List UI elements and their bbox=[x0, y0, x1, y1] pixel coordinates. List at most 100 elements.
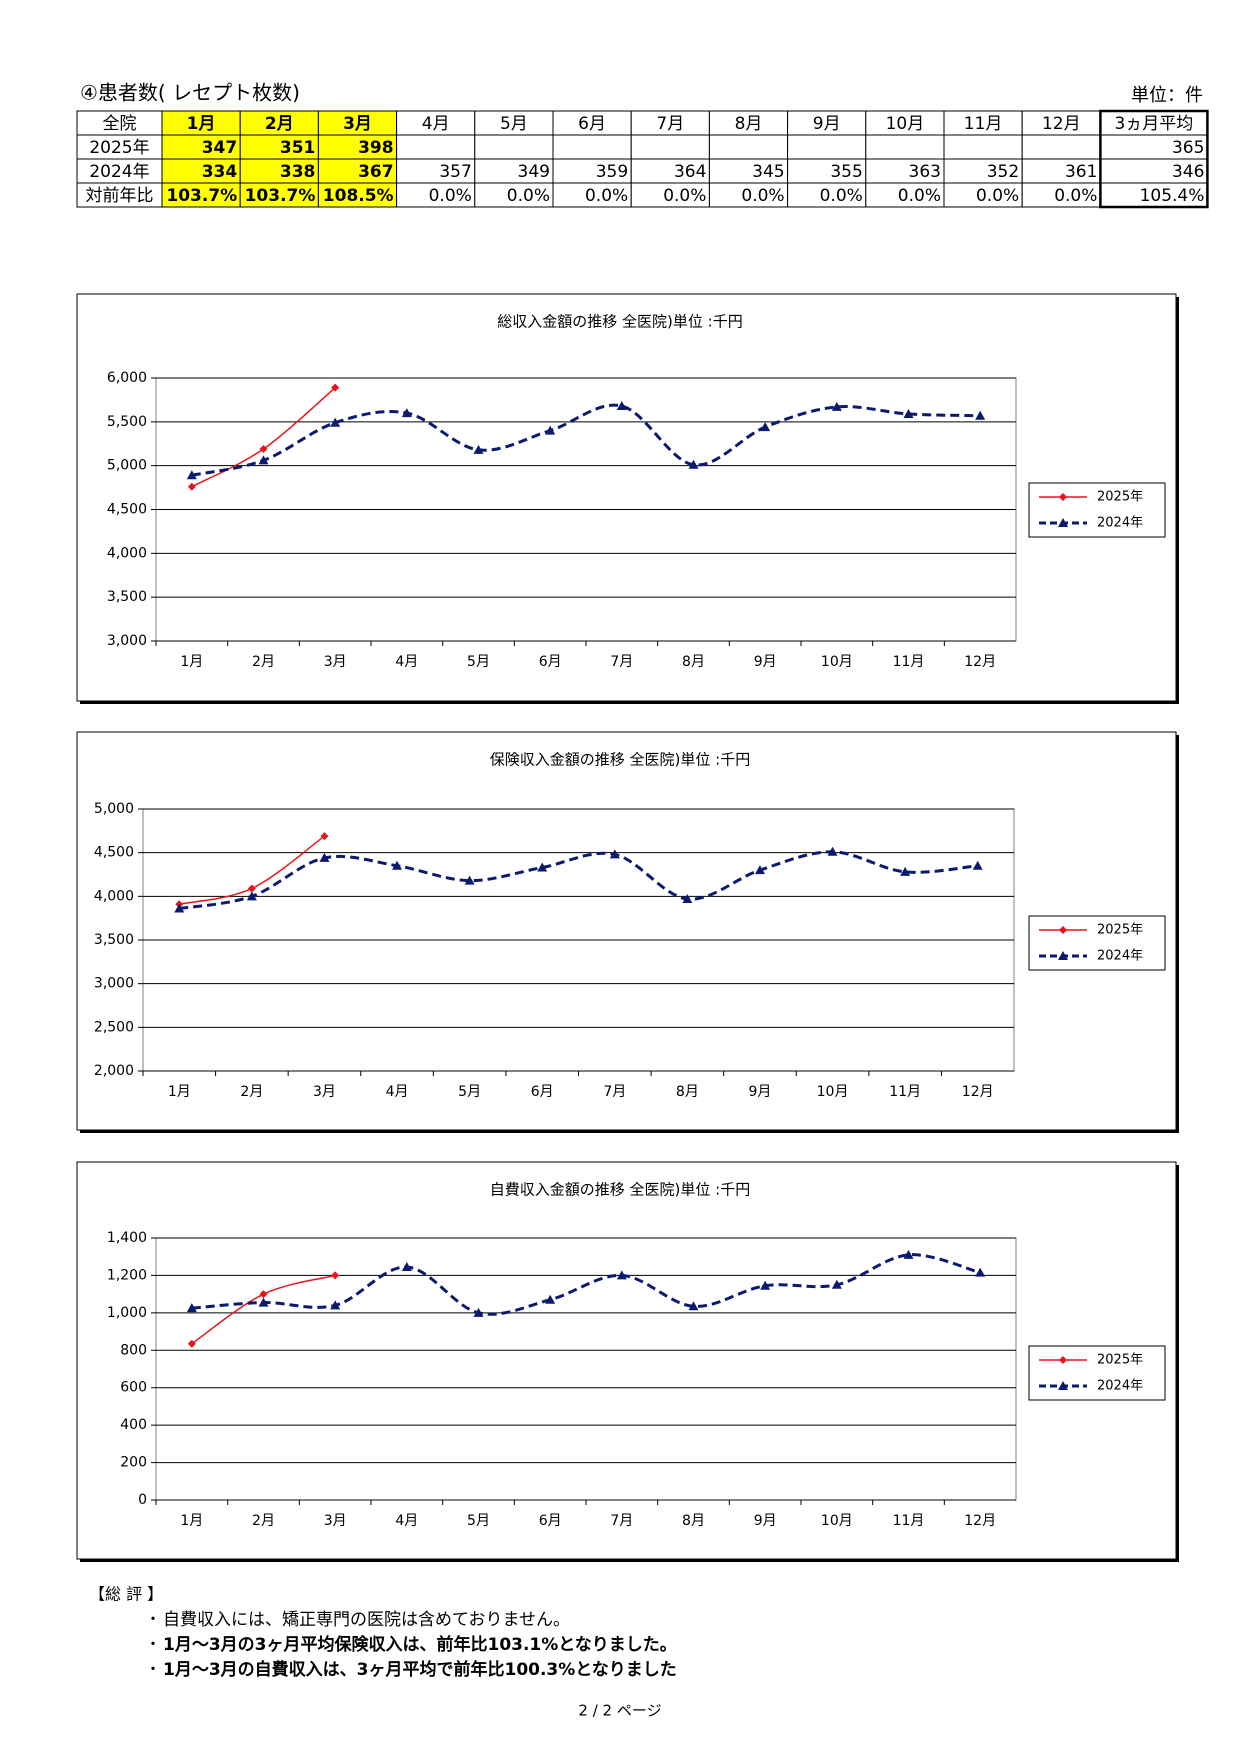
table-cell bbox=[76, 182, 163, 208]
y-tick-label: 5,000 bbox=[94, 801, 134, 817]
x-tick-label: 11月 bbox=[889, 1084, 921, 1100]
x-tick-label: 1月 bbox=[180, 654, 203, 670]
table-cell bbox=[787, 134, 867, 160]
table-value: 346 bbox=[1172, 162, 1204, 182]
marker bbox=[975, 1267, 986, 1277]
table-value: 0.0% bbox=[507, 186, 550, 206]
marker bbox=[258, 455, 269, 465]
marker bbox=[616, 401, 627, 411]
x-tick-label: 11月 bbox=[893, 654, 925, 670]
x-tick-label: 8月 bbox=[682, 654, 705, 670]
column-header: 1月 bbox=[187, 114, 216, 134]
marker bbox=[247, 884, 256, 893]
table-cell bbox=[787, 110, 867, 136]
column-header: 4月 bbox=[422, 114, 450, 134]
table-cell bbox=[239, 182, 319, 208]
x-tick-label: 9月 bbox=[754, 1513, 777, 1529]
x-tick-label: 5月 bbox=[467, 654, 490, 670]
table-cell bbox=[474, 110, 554, 136]
page-number: 2 / 2 ページ bbox=[578, 1702, 661, 1720]
table-cell bbox=[630, 158, 710, 184]
x-tick-label: 1月 bbox=[168, 1084, 191, 1100]
legend-marker bbox=[1059, 493, 1067, 501]
marker bbox=[320, 832, 329, 841]
marker bbox=[187, 482, 196, 491]
x-tick-label: 7月 bbox=[603, 1084, 626, 1100]
x-tick-label: 7月 bbox=[610, 654, 633, 670]
review-item: 1月～3月の自費収入は、3ヶ月平均で前年比100.3%となりました bbox=[163, 1659, 677, 1680]
x-tick-label: 10月 bbox=[821, 1513, 853, 1529]
marker bbox=[760, 1280, 771, 1290]
y-tick-label: 4,000 bbox=[94, 888, 134, 904]
table-cell bbox=[865, 134, 945, 160]
table-value: 103.7% bbox=[166, 186, 237, 206]
marker bbox=[259, 445, 268, 454]
legend-label: 2025年 bbox=[1097, 1353, 1143, 1368]
marker bbox=[616, 1270, 627, 1280]
x-tick-label: 5月 bbox=[467, 1513, 490, 1529]
x-tick-label: 4月 bbox=[395, 1513, 418, 1529]
marker bbox=[186, 470, 197, 480]
y-tick-label: 0 bbox=[138, 1492, 147, 1508]
table-value: 0.0% bbox=[820, 186, 863, 206]
table-value: 361 bbox=[1065, 162, 1097, 182]
x-tick-label: 2月 bbox=[240, 1084, 263, 1100]
plot-area bbox=[155, 1237, 1017, 1501]
table-value: 364 bbox=[674, 162, 706, 182]
x-tick-label: 10月 bbox=[821, 654, 853, 670]
table-cell bbox=[161, 110, 241, 136]
marker bbox=[900, 866, 911, 876]
column-header: 9月 bbox=[813, 114, 841, 134]
y-tick-label: 1,200 bbox=[107, 1267, 147, 1283]
table-value: 105.4% bbox=[1140, 186, 1205, 206]
y-tick-label: 2,000 bbox=[94, 1063, 134, 1079]
average-column-border bbox=[1099, 109, 1209, 209]
marker bbox=[331, 383, 340, 392]
marker bbox=[760, 422, 771, 432]
marker bbox=[754, 865, 765, 875]
table-value: 0.0% bbox=[741, 186, 784, 206]
y-tick-label: 3,500 bbox=[94, 932, 134, 948]
column-header: 全院 bbox=[103, 114, 137, 134]
chart-title: 総収入金額の推移 全医院)単位 :千円 bbox=[497, 313, 742, 331]
bullet: ・ bbox=[145, 1610, 161, 1629]
x-tick-label: 1月 bbox=[180, 1513, 203, 1529]
table-cell bbox=[76, 158, 163, 184]
legend-label: 2024年 bbox=[1097, 1379, 1143, 1394]
marker bbox=[401, 1262, 412, 1272]
x-tick-label: 4月 bbox=[386, 1084, 409, 1100]
y-tick-label: 4,500 bbox=[94, 845, 134, 861]
table-cell bbox=[161, 134, 241, 160]
y-tick-label: 5,000 bbox=[107, 458, 147, 474]
table-cell bbox=[76, 110, 163, 136]
table-value: 398 bbox=[358, 138, 394, 158]
chart-title: 自費収入金額の推移 全医院)単位 :千円 bbox=[490, 1181, 750, 1199]
table-cell bbox=[239, 134, 319, 160]
y-tick-label: 6,000 bbox=[107, 370, 147, 386]
marker bbox=[609, 849, 620, 859]
x-tick-label: 3月 bbox=[324, 654, 347, 670]
x-tick-label: 4月 bbox=[395, 654, 418, 670]
legend-box bbox=[1028, 482, 1166, 538]
marker bbox=[174, 903, 185, 913]
legend-box bbox=[1028, 1345, 1166, 1401]
table-value: 357 bbox=[439, 162, 471, 182]
marker bbox=[688, 1301, 699, 1311]
table-cell bbox=[630, 134, 710, 160]
x-tick-label: 5月 bbox=[458, 1084, 481, 1100]
y-tick-label: 800 bbox=[120, 1342, 147, 1358]
marker bbox=[688, 459, 699, 469]
marker bbox=[975, 410, 986, 420]
marker bbox=[473, 444, 484, 454]
marker bbox=[259, 1290, 268, 1299]
table-value: 359 bbox=[596, 162, 628, 182]
y-tick-label: 3,000 bbox=[94, 976, 134, 992]
marker bbox=[903, 1249, 914, 1259]
x-tick-label: 3月 bbox=[324, 1513, 347, 1529]
table-cell bbox=[708, 182, 789, 208]
table-value: 0.0% bbox=[429, 186, 472, 206]
table-cell bbox=[1021, 182, 1101, 208]
x-tick-label: 2月 bbox=[252, 1513, 275, 1529]
column-header: 10月 bbox=[886, 114, 925, 134]
